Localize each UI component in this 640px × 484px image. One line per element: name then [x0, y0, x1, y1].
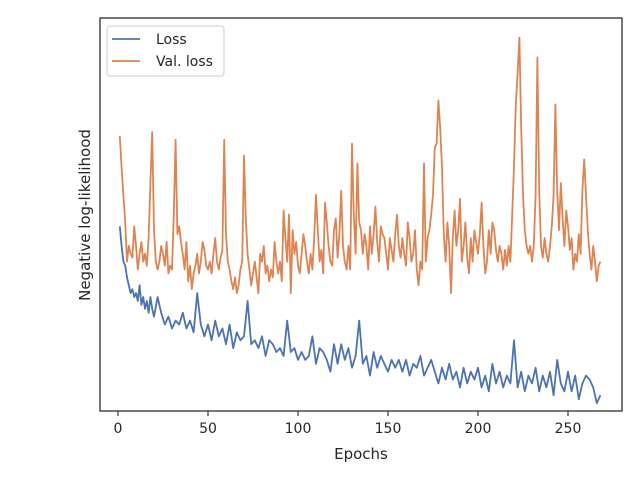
legend-label-loss: Loss: [156, 32, 187, 48]
legend-label-val-loss: Val. loss: [156, 54, 213, 70]
x-tick-label: 200: [465, 421, 492, 437]
x-axis-ticks: 0 50 100 150 200 250: [114, 411, 582, 437]
y-axis-label: Negative log-likelihood: [76, 129, 94, 301]
series-layer: [118, 36, 602, 405]
x-tick-label: 100: [285, 421, 312, 437]
legend: Loss Val. loss: [106, 25, 225, 77]
x-axis-label: Epochs: [334, 445, 388, 463]
x-tick-label: 0: [114, 421, 123, 437]
x-tick-label: 150: [375, 421, 402, 437]
plot-frame: [99, 17, 623, 412]
series-line-val-loss: [118, 36, 602, 294]
x-tick-label: 250: [555, 421, 582, 437]
x-tick-label: 50: [199, 421, 217, 437]
series-line-loss: [118, 226, 602, 405]
